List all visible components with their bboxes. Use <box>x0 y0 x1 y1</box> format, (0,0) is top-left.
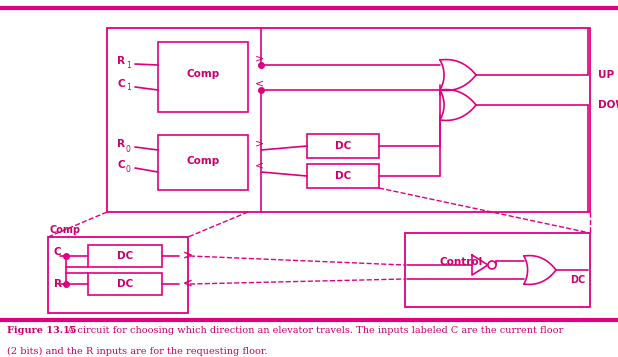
Text: R: R <box>54 279 62 289</box>
Text: 1: 1 <box>126 61 131 70</box>
Text: >: > <box>255 53 265 63</box>
Text: <: < <box>255 160 265 170</box>
Bar <box>107 28 590 212</box>
Text: DOWN: DOWN <box>598 100 618 110</box>
Circle shape <box>488 261 496 269</box>
Bar <box>88 273 162 295</box>
Text: UP: UP <box>598 70 614 80</box>
Text: A circuit for choosing which direction an elevator travels. The inputs labeled C: A circuit for choosing which direction a… <box>61 326 563 335</box>
Text: >: > <box>255 138 265 148</box>
Bar <box>307 164 379 188</box>
Text: DC: DC <box>117 251 133 261</box>
Text: Comp: Comp <box>187 156 219 166</box>
Text: <: < <box>183 277 193 291</box>
Text: R: R <box>117 56 125 66</box>
Text: C: C <box>117 79 125 89</box>
Text: DC: DC <box>117 279 133 289</box>
Text: 0: 0 <box>126 145 131 154</box>
Text: R: R <box>117 139 125 149</box>
Text: Control: Control <box>440 257 483 267</box>
Bar <box>158 135 248 190</box>
Bar <box>405 233 590 307</box>
Text: C: C <box>117 160 125 170</box>
Text: 1: 1 <box>126 84 131 92</box>
Text: Figure 13.15: Figure 13.15 <box>7 326 77 335</box>
Text: <: < <box>255 78 265 88</box>
Text: (2 bits) and the R inputs are for the requesting floor.: (2 bits) and the R inputs are for the re… <box>7 347 268 356</box>
Bar <box>158 42 248 112</box>
Text: C: C <box>54 247 62 257</box>
Text: Comp: Comp <box>50 225 81 235</box>
Text: DC: DC <box>335 141 351 151</box>
Bar <box>307 134 379 158</box>
Bar <box>48 237 188 313</box>
Bar <box>88 245 162 267</box>
Text: >: > <box>183 250 193 262</box>
Text: DC: DC <box>570 275 586 285</box>
Text: Comp: Comp <box>187 69 219 79</box>
Text: 0: 0 <box>126 166 131 175</box>
Text: DC: DC <box>335 171 351 181</box>
